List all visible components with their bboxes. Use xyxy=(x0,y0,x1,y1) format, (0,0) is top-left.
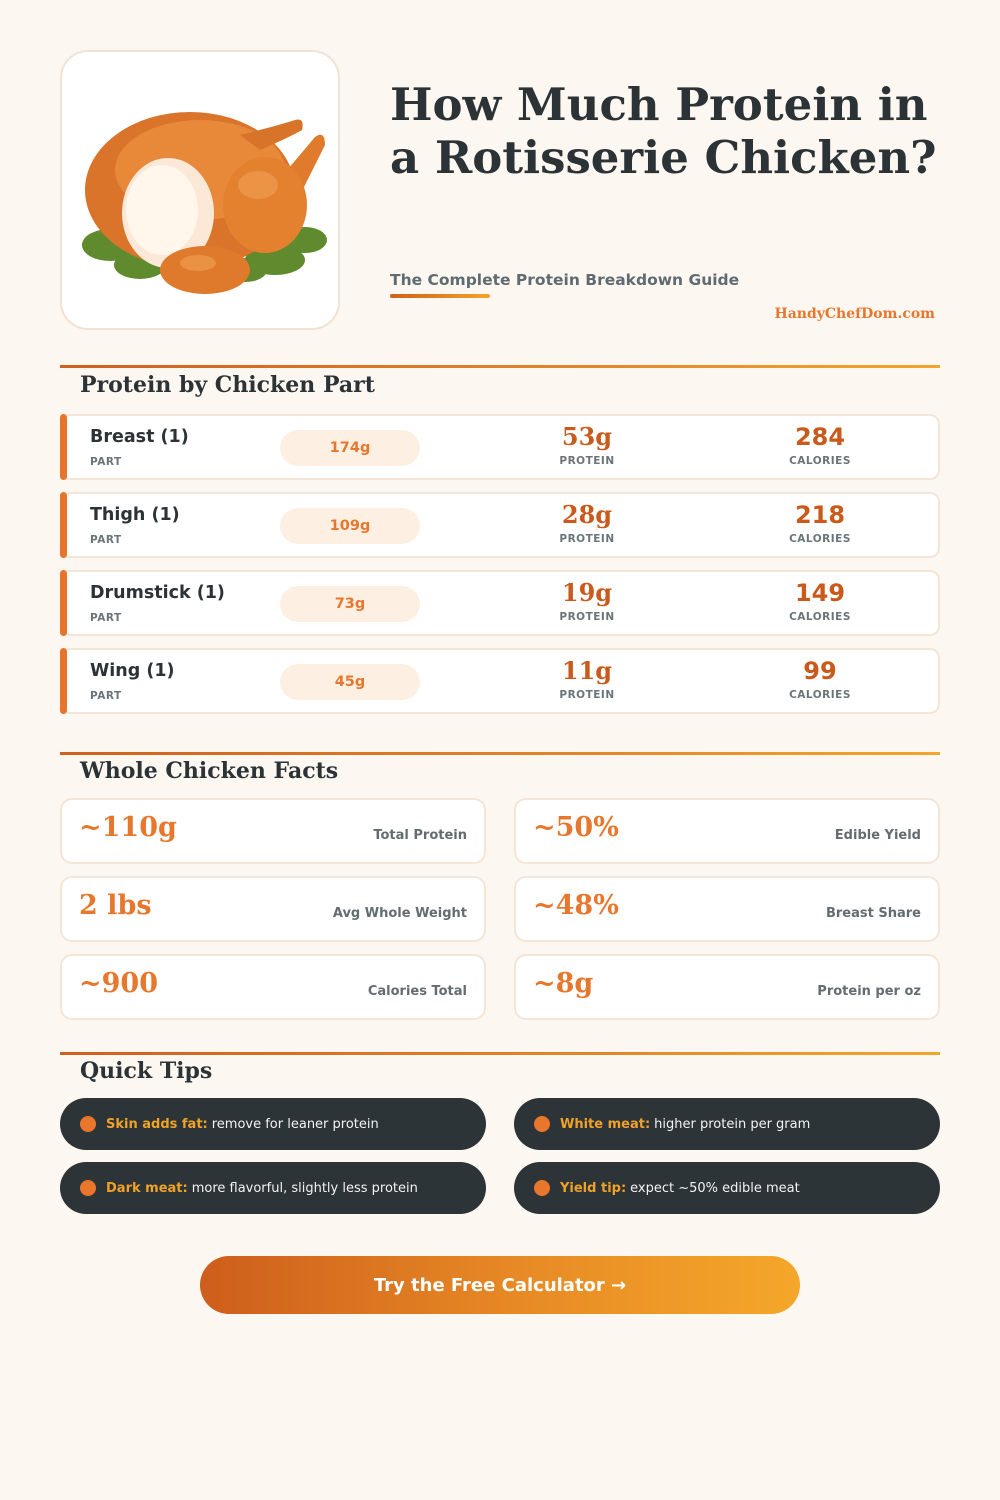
part-name: Wing (1) xyxy=(90,661,175,681)
part-caption: PART xyxy=(90,456,122,468)
row-accent-bar xyxy=(60,414,67,480)
section-title-facts: Whole Chicken Facts xyxy=(80,758,339,784)
row-accent-bar xyxy=(60,492,67,558)
row-accent-bar xyxy=(60,648,67,714)
weight-badge: 45g xyxy=(280,664,420,700)
fact-label: Avg Whole Weight xyxy=(332,906,467,921)
protein-metric: 11g PROTEIN xyxy=(527,656,647,701)
calories-value: 149 xyxy=(794,579,846,607)
fact-card-total-protein: ~110g Total Protein xyxy=(60,798,486,864)
fact-value: ~110g xyxy=(79,812,177,843)
fact-label: Protein per oz xyxy=(817,984,921,999)
fact-label: Edible Yield xyxy=(834,828,921,843)
part-row-wing: Wing (1) PART 45g 11g PROTEIN 99 CALORIE… xyxy=(60,648,940,714)
page-subtitle: The Complete Protein Breakdown Guide xyxy=(390,271,740,289)
fact-card-calories-total: ~900 Calories Total xyxy=(60,954,486,1020)
calculator-cta-button[interactable]: Try the Free Calculator → xyxy=(200,1256,800,1314)
fact-value: ~8g xyxy=(533,968,594,999)
calories-value: 218 xyxy=(794,501,846,529)
fact-value: ~50% xyxy=(533,812,619,843)
section-title-tips: Quick Tips xyxy=(80,1058,213,1084)
calories-value: 284 xyxy=(794,423,846,451)
weight-badge: 174g xyxy=(280,430,420,466)
tip-text: expect ~50% edible meat xyxy=(630,1180,800,1196)
fact-label: Total Protein xyxy=(373,828,467,843)
fact-card-avg-weight: 2 lbs Avg Whole Weight xyxy=(60,876,486,942)
tip-key: Yield tip: xyxy=(560,1180,627,1196)
protein-metric: 19g PROTEIN xyxy=(527,578,647,623)
part-caption: PART xyxy=(90,612,122,624)
calories-caption: CALORIES xyxy=(789,611,851,623)
tip-item: Dark meat: more flavorful, slightly less… xyxy=(60,1162,486,1214)
protein-caption: PROTEIN xyxy=(559,689,615,701)
part-caption: PART xyxy=(90,690,122,702)
fact-label: Calories Total xyxy=(367,984,467,999)
tip-key: Dark meat: xyxy=(106,1180,188,1196)
tip-text: higher protein per gram xyxy=(654,1116,811,1132)
calories-metric: 99 CALORIES xyxy=(760,656,880,701)
fact-card-edible-yield: ~50% Edible Yield xyxy=(514,798,940,864)
protein-caption: PROTEIN xyxy=(559,611,615,623)
bullet-dot-icon xyxy=(534,1116,550,1132)
calories-value: 99 xyxy=(803,657,837,685)
roast-chicken-icon xyxy=(82,112,327,294)
part-name: Drumstick (1) xyxy=(90,583,225,603)
subtitle-underline xyxy=(390,294,490,298)
tip-item: Skin adds fat: remove for leaner protein xyxy=(60,1098,486,1150)
tip-key: White meat: xyxy=(560,1116,651,1132)
hero-image-card xyxy=(60,50,340,330)
fact-card-protein-per-oz: ~8g Protein per oz xyxy=(514,954,940,1020)
calories-caption: CALORIES xyxy=(789,533,851,545)
tip-item: White meat: higher protein per gram xyxy=(514,1098,940,1150)
part-name: Thigh (1) xyxy=(90,505,180,525)
section-divider xyxy=(60,752,940,755)
protein-value: 19g xyxy=(561,578,613,607)
part-caption: PART xyxy=(90,534,122,546)
fact-value: 2 lbs xyxy=(79,890,152,921)
calories-metric: 284 CALORIES xyxy=(760,422,880,467)
tip-text: more flavorful, slightly less protein xyxy=(191,1180,418,1196)
protein-value: 53g xyxy=(561,422,613,451)
fact-card-breast-share: ~48% Breast Share xyxy=(514,876,940,942)
fact-value: ~48% xyxy=(533,890,619,921)
bullet-dot-icon xyxy=(80,1116,96,1132)
calories-metric: 218 CALORIES xyxy=(760,500,880,545)
weight-badge: 73g xyxy=(280,586,420,622)
part-row-thigh: Thigh (1) PART 109g 28g PROTEIN 218 CALO… xyxy=(60,492,940,558)
page-title: How Much Protein in a Rotisserie Chicken… xyxy=(390,78,937,184)
tip-key: Skin adds fat: xyxy=(106,1116,208,1132)
bullet-dot-icon xyxy=(80,1180,96,1196)
protein-metric: 28g PROTEIN xyxy=(527,500,647,545)
tip-text: remove for leaner protein xyxy=(211,1116,379,1132)
protein-value: 28g xyxy=(561,500,613,529)
brand-link[interactable]: HandyChefDom.com xyxy=(774,306,936,322)
bullet-dot-icon xyxy=(534,1180,550,1196)
protein-caption: PROTEIN xyxy=(559,533,615,545)
part-row-breast: Breast (1) PART 174g 53g PROTEIN 284 CAL… xyxy=(60,414,940,480)
protein-caption: PROTEIN xyxy=(559,455,615,467)
calories-caption: CALORIES xyxy=(789,455,851,467)
section-divider xyxy=(60,365,940,368)
section-title-parts: Protein by Chicken Part xyxy=(80,372,375,398)
tip-item: Yield tip: expect ~50% edible meat xyxy=(514,1162,940,1214)
protein-metric: 53g PROTEIN xyxy=(527,422,647,467)
calories-metric: 149 CALORIES xyxy=(760,578,880,623)
section-divider xyxy=(60,1052,940,1055)
weight-badge: 109g xyxy=(280,508,420,544)
fact-value: ~900 xyxy=(79,968,158,999)
part-row-drumstick: Drumstick (1) PART 73g 19g PROTEIN 149 C… xyxy=(60,570,940,636)
protein-value: 11g xyxy=(561,656,613,685)
row-accent-bar xyxy=(60,570,67,636)
fact-label: Breast Share xyxy=(825,906,921,921)
calories-caption: CALORIES xyxy=(789,689,851,701)
part-name: Breast (1) xyxy=(90,427,189,447)
